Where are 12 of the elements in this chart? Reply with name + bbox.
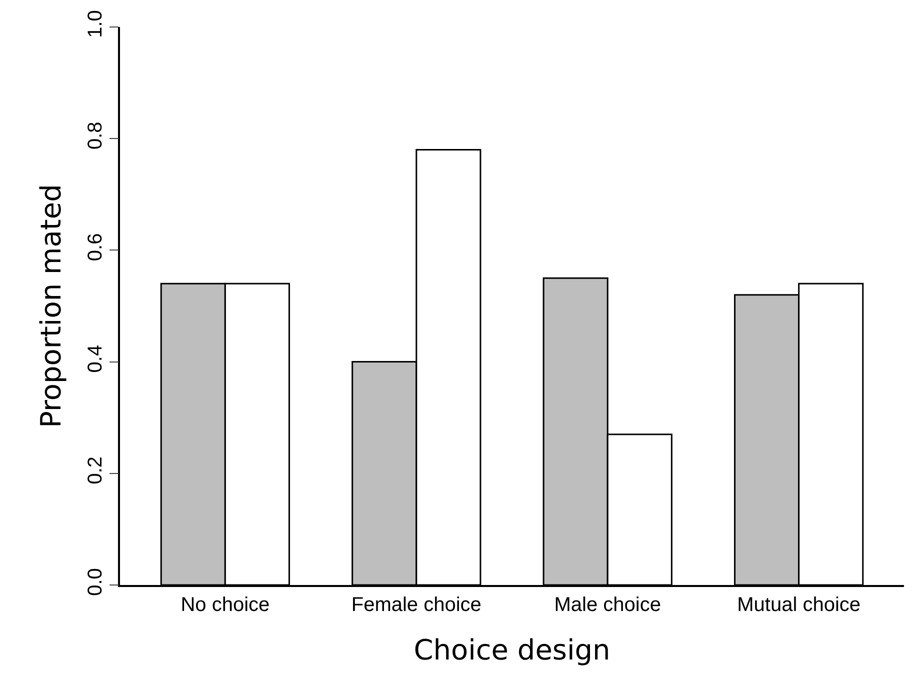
x-tick-label: Male choice [554,594,661,616]
y-axis-title: Proportion mated [34,184,68,428]
x-tick-label: Female choice [351,594,482,616]
y-tick-label: 0.8 [84,122,106,150]
x-tick-label: No choice [180,594,270,616]
y-tick-label: 0.4 [84,344,106,373]
x-tick-label: Mutual choice [737,594,861,616]
x-axis-title: Choice design [414,633,610,666]
y-tick-label: 1.0 [84,10,106,38]
y-tick-label: 0.6 [84,233,106,262]
y-tick-label: 0.2 [84,456,106,484]
y-tick-label: 0.0 [84,568,106,596]
